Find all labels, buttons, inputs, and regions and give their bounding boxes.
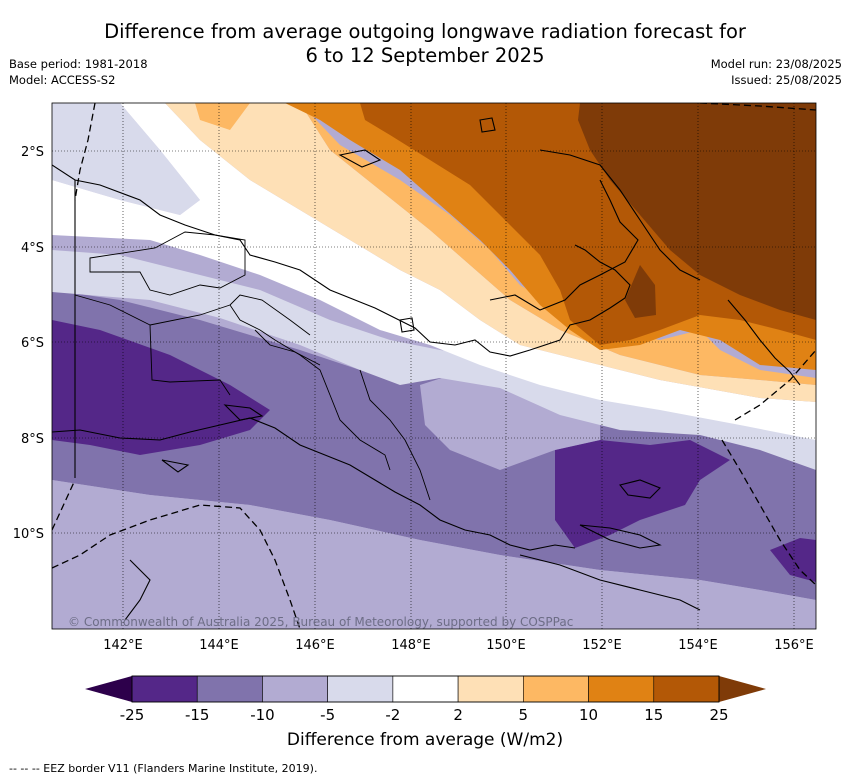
colorbar-low-arrow [85,676,132,702]
copyright-text: © Commonwealth of Australia 2025, Bureau… [68,615,573,629]
field-band-plus2 [165,103,816,402]
field-band-minus2-nw [52,103,200,215]
colorbar-frame [131,675,720,703]
lon-tick: 142°E [103,638,143,653]
colorbar-segment [327,675,394,703]
coast-island-b [479,117,496,133]
lat-ticks: 2°S 4°S 6°S 8°S 10°S [13,145,44,542]
colorbar-label: -5 [320,706,335,724]
field-band-plus25 [578,103,816,320]
lon-ticks: 142°E 144°E 146°E 148°E 150°E 152°E 154°… [103,638,814,653]
field-band-minus5-south [52,480,816,629]
colorbar-high-arrow [719,676,766,702]
lon-tick: 150°E [486,638,526,653]
field-band-plus25-pocket [625,265,656,318]
base-period: Base period: 1981-2018 [9,57,148,71]
eez-legend-note: -- -- -- EEZ border V11 (Flanders Marine… [9,762,318,775]
lon-tick: 146°E [295,638,335,653]
coast-island-c [399,317,415,333]
colorbar-label: 2 [453,706,463,724]
colorbar-label: -25 [120,706,145,724]
coast-louisiade [519,554,701,611]
field-band-minus15-east [555,440,730,548]
lon-tick: 154°E [678,638,718,653]
meta-right: Model run: 23/08/2025 Issued: 25/08/2025 [711,56,842,88]
coastlines [52,117,801,621]
colorbar-label: 15 [644,706,663,724]
model-run: Model run: 23/08/2025 [710,57,842,71]
colorbar-segment [523,675,589,703]
eez-borders [52,103,816,629]
field-band-minus2 [52,250,816,470]
lat-tick: 2°S [21,145,44,160]
coast-new-guinea-north [52,164,631,357]
field-band-neutral [52,103,816,440]
colorbar-label: 5 [519,706,529,724]
coast-solomons-2 [579,524,662,549]
map-panel: © Commonwealth of Australia 2025, Bureau… [52,103,816,629]
title-line-2: 6 to 12 September 2025 [305,44,545,67]
map-title: Difference from average outgoing longwav… [0,20,850,68]
title-line-1: Difference from average outgoing longwav… [104,20,746,43]
colorbar-label: -2 [385,706,400,724]
province-borders [74,231,431,501]
colorbar-label: 10 [579,706,598,724]
colorbar-label: -10 [250,706,275,724]
colorbar-segment [457,675,524,703]
map-frame [51,102,817,630]
coast-bougainville [727,299,801,386]
gridlines [52,103,816,629]
coast-new-ireland [539,149,701,281]
lon-tick: 156°E [774,638,814,653]
model-name: Model: ACCESS-S2 [9,73,116,87]
lat-tick: 10°S [13,527,44,542]
colorbar-segment [196,675,263,703]
colorbar-segments [131,675,720,703]
lat-tick: 8°S [21,432,44,447]
coast-island-a [338,149,382,168]
lat-tick: 4°S [21,241,44,256]
lat-tick: 6°S [21,336,44,351]
field-band-minus15-west [52,320,270,455]
colorbar-segment [262,675,328,703]
colorbar-segment [653,675,720,703]
lon-tick: 152°E [582,638,622,653]
colorbar-segment [131,675,198,703]
coast-island-d [223,404,264,421]
coast-solomons-1 [619,479,661,499]
colorbar-title: Difference from average (W/m2) [286,730,564,750]
coast-island-e [161,459,190,473]
field-band-minus15-corner [770,538,816,582]
coast-new-britain [489,179,639,311]
colorbar-label: -15 [185,706,210,724]
coast-torres [124,559,151,621]
colorbar-labels: -25 -15 -10 -5 -2 2 5 10 15 25 [120,706,729,724]
lon-tick: 148°E [391,638,431,653]
colorbar-segment [588,675,655,703]
colorbar-label: 25 [709,706,728,724]
meta-left: Base period: 1981-2018 Model: ACCESS-S2 [9,56,148,88]
lon-tick: 144°E [199,638,239,653]
colorbar-segment [392,675,459,703]
coast-new-guinea-south [52,417,576,551]
issued-date: Issued: 25/08/2025 [731,73,842,87]
colorbar: -25 -15 -10 -5 -2 2 5 10 15 25 [85,675,766,724]
